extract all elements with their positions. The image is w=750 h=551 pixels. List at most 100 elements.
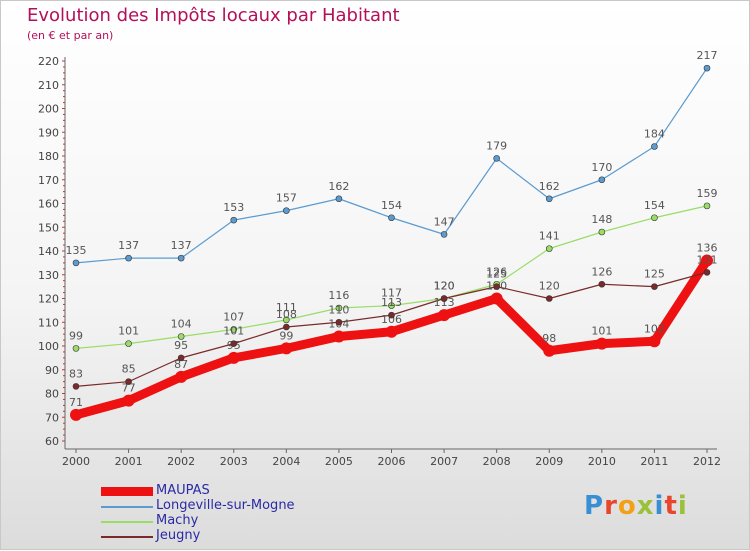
data-point-longeville-sur-mogne — [335, 195, 343, 203]
data-point-longeville-sur-mogne — [493, 155, 500, 162]
logo-letter: t — [664, 491, 678, 521]
legend-label-maupas: MAUPAS — [156, 483, 210, 498]
data-point-jeugny — [651, 283, 658, 290]
y-tick-label: 180 — [38, 150, 59, 163]
y-tick-label: 150 — [38, 221, 59, 234]
data-label-machy: 111 — [276, 301, 297, 314]
data-point-machy — [545, 245, 553, 252]
y-tick-label: 100 — [38, 340, 59, 353]
y-tick-label: 90 — [45, 364, 59, 377]
data-point-longeville-sur-mogne — [230, 216, 238, 224]
data-label-longeville-sur-mogne: 153 — [223, 201, 244, 214]
data-point-longeville-sur-mogne — [72, 259, 80, 267]
legend-swatch-jeugny — [101, 536, 153, 538]
logo-letter: r — [604, 491, 618, 521]
data-label-longeville-sur-mogne: 184 — [644, 128, 665, 141]
data-label-longeville-sur-mogne: 137 — [171, 239, 192, 252]
data-point-maupas — [385, 325, 398, 338]
data-label-longeville-sur-mogne: 147 — [434, 215, 455, 228]
data-label-maupas: 98 — [542, 332, 556, 345]
data-label-jeugny: 83 — [69, 367, 83, 380]
data-point-machy — [703, 202, 711, 210]
data-point-longeville-sur-mogne — [598, 176, 606, 184]
data-label-jeugny: 120 — [539, 280, 560, 293]
y-tick-label: 110 — [38, 316, 59, 329]
legend-label-longeville: Longeville-sur-Mogne — [156, 498, 295, 513]
data-point-maupas — [543, 344, 556, 357]
y-tick-label: 220 — [38, 55, 59, 68]
data-point-maupas — [490, 292, 503, 305]
data-point-maupas — [701, 254, 713, 267]
x-tick-label: 2009 — [535, 455, 563, 468]
data-label-longeville-sur-mogne: 154 — [381, 199, 402, 212]
data-label-maupas: 102 — [644, 322, 665, 335]
data-label-jeugny: 101 — [223, 325, 244, 338]
legend-label-jeugny: Jeugny — [156, 528, 201, 543]
series-line-longeville-sur-mogne — [75, 67, 708, 264]
legend-swatch-maupas — [101, 487, 153, 496]
logo-letter: x — [636, 491, 655, 521]
data-point-machy — [125, 340, 132, 347]
y-tick-label: 70 — [45, 411, 59, 424]
data-point-machy — [388, 302, 395, 309]
data-point-longeville-sur-mogne — [283, 207, 290, 214]
data-label-longeville-sur-mogne: 179 — [486, 139, 507, 152]
data-label-maupas: 136 — [697, 242, 718, 255]
data-label-longeville-sur-mogne: 217 — [697, 49, 718, 62]
data-point-maupas — [280, 342, 293, 355]
data-point-maupas — [70, 408, 82, 421]
data-label-machy: 120 — [434, 280, 455, 293]
data-label-jeugny: 126 — [591, 265, 612, 278]
data-label-maupas: 77 — [122, 382, 136, 395]
y-tick-label: 170 — [38, 174, 59, 187]
x-tick-label: 2000 — [62, 455, 90, 468]
y-tick-label: 140 — [38, 245, 59, 258]
data-label-longeville-sur-mogne: 170 — [591, 161, 612, 174]
x-tick-label: 2008 — [483, 455, 511, 468]
data-label-longeville-sur-mogne: 157 — [276, 192, 297, 205]
data-label-jeugny: 113 — [381, 296, 402, 309]
data-label-maupas: 101 — [591, 325, 612, 338]
data-point-jeugny — [703, 269, 711, 276]
data-point-longeville-sur-mogne — [545, 195, 553, 203]
data-label-longeville-sur-mogne: 162 — [328, 180, 349, 193]
legend-item-machy: Machy — [101, 513, 401, 530]
data-label-jeugny: 108 — [276, 308, 297, 321]
logo-letter: o — [617, 491, 637, 521]
data-label-machy: 117 — [381, 287, 402, 300]
data-label-jeugny: 125 — [644, 268, 665, 281]
y-tick-label: 80 — [45, 388, 59, 401]
data-point-jeugny — [283, 323, 290, 331]
data-label-machy: 116 — [328, 289, 349, 302]
data-point-longeville-sur-mogne — [703, 64, 711, 72]
x-tick-label: 2012 — [693, 455, 721, 468]
logo-letter: P — [584, 491, 605, 521]
x-tick-label: 2011 — [640, 455, 668, 468]
x-tick-label: 2003 — [220, 455, 248, 468]
data-point-machy — [598, 228, 606, 236]
data-label-maupas: 87 — [174, 358, 188, 371]
data-label-machy: 101 — [118, 325, 139, 338]
data-point-longeville-sur-mogne — [651, 143, 658, 150]
data-point-jeugny — [177, 354, 185, 362]
data-point-maupas — [332, 330, 345, 343]
data-point-machy — [335, 304, 343, 312]
data-point-jeugny — [230, 340, 238, 347]
data-point-jeugny — [493, 283, 500, 290]
data-label-longeville-sur-mogne: 135 — [66, 244, 87, 257]
logo-letter: i — [677, 491, 688, 521]
y-tick-label: 120 — [38, 293, 59, 306]
data-point-maupas — [175, 370, 188, 383]
legend-swatch-longeville — [101, 506, 153, 508]
data-label-jeugny: 85 — [122, 363, 136, 376]
legend-label-machy: Machy — [156, 513, 199, 528]
legend-swatch-machy — [101, 521, 153, 523]
data-point-jeugny — [388, 311, 395, 319]
y-tick-label: 190 — [38, 126, 59, 139]
data-label-machy: 126 — [486, 265, 507, 278]
data-label-maupas: 106 — [381, 313, 402, 326]
legend-item-longeville: Longeville-sur-Mogne — [101, 498, 401, 515]
data-label-maupas: 113 — [434, 296, 455, 309]
legend-item-jeugny: Jeugny — [101, 528, 401, 545]
